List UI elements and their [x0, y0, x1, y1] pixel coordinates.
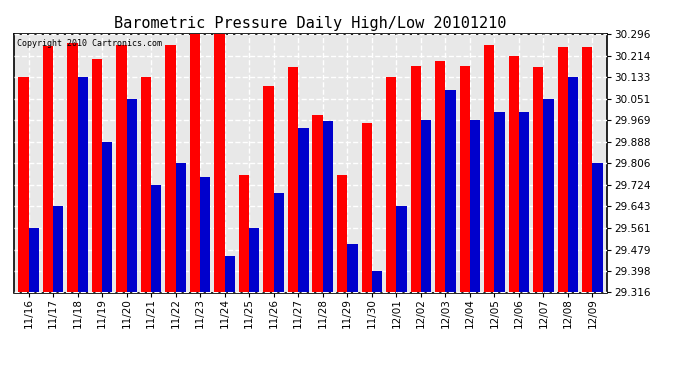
Bar: [421, 120, 431, 292]
Bar: [568, 77, 578, 292]
Bar: [151, 185, 161, 292]
Bar: [337, 176, 347, 292]
Bar: [239, 176, 249, 292]
Bar: [53, 206, 63, 292]
Bar: [141, 77, 151, 292]
Bar: [372, 271, 382, 292]
Bar: [558, 46, 568, 292]
Bar: [28, 228, 39, 292]
Bar: [43, 46, 53, 292]
Bar: [313, 115, 323, 292]
Bar: [470, 120, 480, 292]
Bar: [176, 163, 186, 292]
Title: Barometric Pressure Daily High/Low 20101210: Barometric Pressure Daily High/Low 20101…: [115, 16, 506, 31]
Bar: [249, 228, 259, 292]
Bar: [288, 67, 298, 292]
Bar: [386, 77, 396, 292]
Bar: [323, 122, 333, 292]
Bar: [509, 56, 519, 292]
Bar: [347, 244, 357, 292]
Bar: [225, 256, 235, 292]
Bar: [411, 66, 421, 292]
Bar: [77, 77, 88, 292]
Bar: [126, 99, 137, 292]
Bar: [117, 45, 126, 292]
Bar: [435, 61, 445, 292]
Bar: [362, 123, 372, 292]
Bar: [274, 192, 284, 292]
Bar: [445, 90, 455, 292]
Bar: [533, 67, 544, 292]
Bar: [460, 66, 470, 292]
Bar: [593, 163, 603, 292]
Bar: [190, 34, 200, 292]
Text: Copyright 2010 Cartronics.com: Copyright 2010 Cartronics.com: [17, 39, 161, 48]
Bar: [582, 46, 593, 292]
Bar: [200, 177, 210, 292]
Bar: [264, 86, 274, 292]
Bar: [166, 45, 176, 292]
Bar: [484, 45, 495, 292]
Bar: [102, 142, 112, 292]
Bar: [519, 112, 529, 292]
Bar: [215, 34, 225, 292]
Bar: [298, 128, 308, 292]
Bar: [67, 43, 77, 292]
Bar: [18, 77, 28, 292]
Bar: [92, 59, 102, 292]
Bar: [396, 206, 406, 292]
Bar: [495, 112, 504, 292]
Bar: [544, 99, 554, 292]
